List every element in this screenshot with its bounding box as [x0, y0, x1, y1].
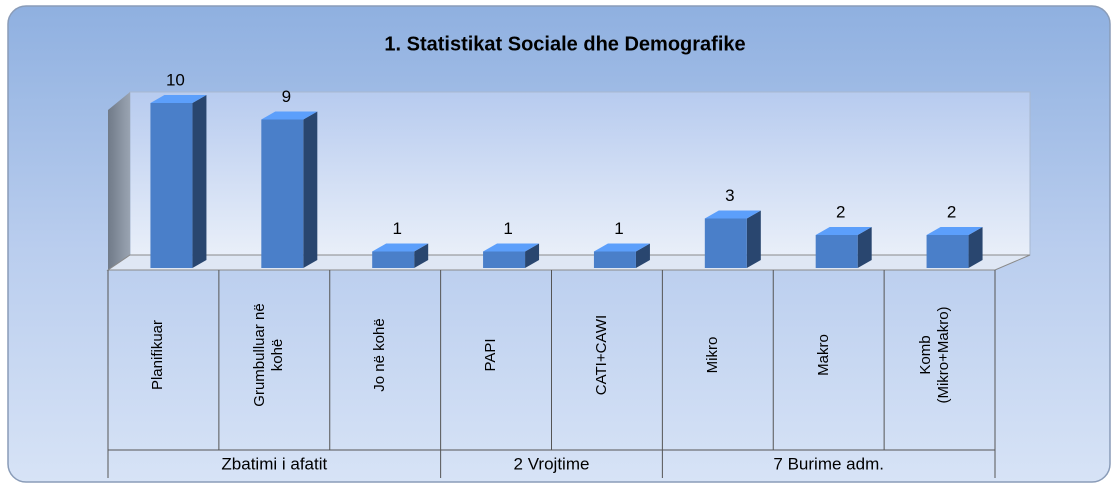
category-label: Mikro — [703, 336, 721, 374]
bar — [261, 119, 304, 268]
bar-top — [704, 210, 761, 219]
bar-side — [857, 227, 872, 268]
data-label: 2 — [947, 202, 956, 221]
bar-top — [593, 243, 650, 252]
bar — [483, 251, 526, 268]
category-label: PAPI — [482, 338, 500, 372]
data-label: 1 — [614, 219, 623, 238]
data-label: 9 — [282, 87, 291, 106]
bar-side — [746, 210, 761, 268]
bar-side — [192, 95, 207, 268]
bar-side — [635, 243, 650, 268]
bar-top — [926, 227, 983, 235]
data-label: 1 — [392, 219, 401, 238]
floor — [106, 254, 1031, 271]
chart-title: 1. Statistikat Sociale dhe Demografike — [384, 33, 745, 55]
group-label: 7 Burime adm. — [773, 454, 884, 473]
bar — [926, 235, 969, 268]
bar-top — [483, 243, 540, 252]
category-label: Jo në kohë — [371, 318, 389, 392]
bar — [704, 218, 747, 268]
category-label: Makro — [814, 334, 832, 376]
bar-side — [968, 227, 983, 268]
bar-side — [303, 111, 318, 268]
category-label: Planifikuar — [149, 319, 167, 391]
group-label: Zbatimi i afatit — [221, 454, 327, 473]
bar-side — [525, 243, 540, 268]
data-label: 3 — [725, 186, 734, 205]
data-label: 1 — [503, 219, 512, 238]
data-label: 2 — [836, 202, 845, 221]
category-label: Grumbulluar në kohë — [251, 303, 287, 407]
bar — [593, 251, 636, 268]
group-label: 2 Vrojtime — [514, 454, 590, 473]
bar-top — [815, 227, 872, 235]
bar-top — [261, 111, 318, 120]
bar — [372, 251, 415, 268]
category-label: Komb (Mikro+Makro) — [916, 306, 952, 404]
category-label: CATI+CAWI — [592, 314, 610, 396]
bar-side — [414, 243, 429, 268]
bar — [150, 103, 193, 268]
bar-top — [150, 95, 207, 103]
bar-top — [372, 243, 429, 252]
side-wall — [108, 92, 130, 270]
data-label: 10 — [166, 70, 185, 89]
bar — [815, 235, 858, 268]
